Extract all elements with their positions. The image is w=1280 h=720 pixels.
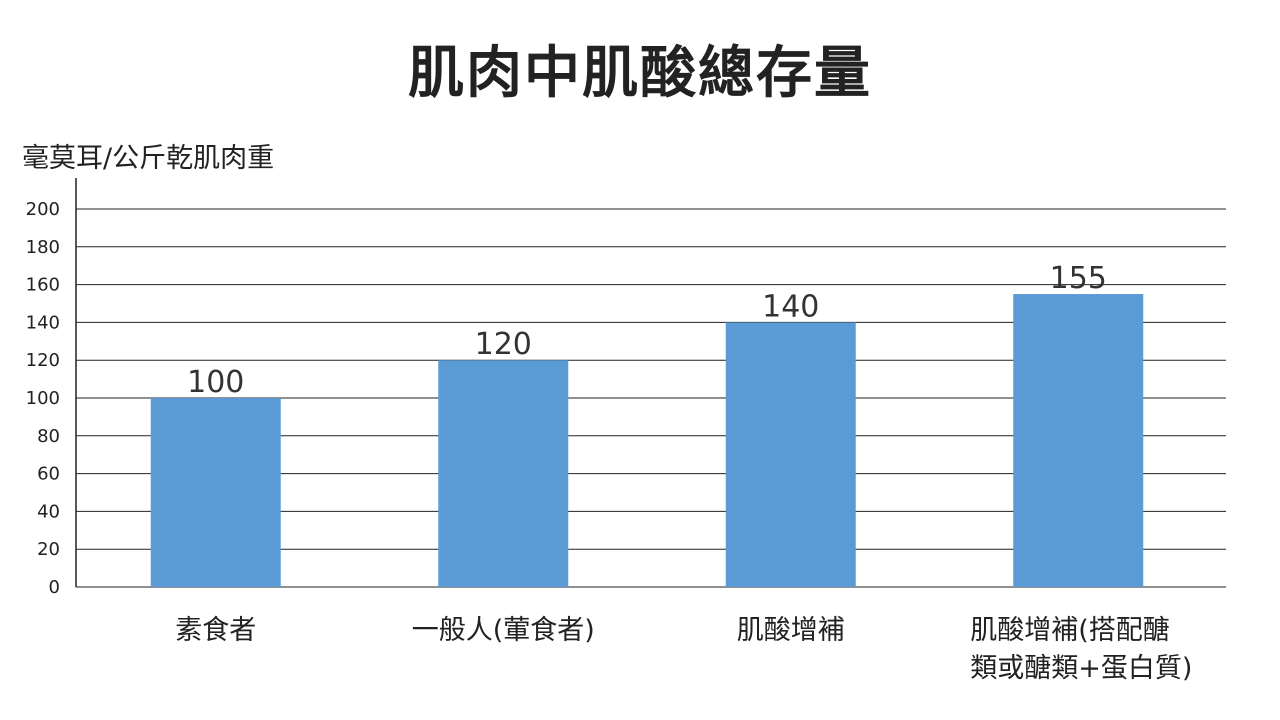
bars (150, 294, 1144, 587)
bar (438, 360, 569, 587)
y-tick-label: 80 (37, 426, 60, 447)
data-labels: 100 120 140 155 (187, 261, 1107, 400)
x-category-label-line: 肌酸增補(搭配醣 (970, 615, 1170, 646)
y-tick-label: 180 (26, 237, 60, 258)
y-tick-label: 100 (26, 388, 60, 409)
x-category-label-line: 一般人(葷食者) (411, 615, 595, 646)
x-category-label: 一般人(葷食者) (353, 612, 653, 650)
x-category-label-line: 素食者 (175, 615, 257, 646)
y-tick-label: 140 (26, 312, 60, 333)
bar (1013, 294, 1144, 587)
x-category-label-line: 類或醣類+蛋白質) (970, 653, 1193, 684)
x-category-label: 肌酸增補 (641, 612, 941, 650)
bar (150, 398, 281, 587)
data-label: 140 (762, 289, 819, 324)
data-label: 120 (475, 327, 532, 362)
y-axis-label: 毫莫耳/公斤乾肌肉重 (22, 143, 275, 174)
y-tick-label: 200 (26, 199, 60, 220)
y-tick-label: 20 (37, 539, 60, 560)
y-tick-label: 40 (37, 501, 60, 522)
chart-title: 肌肉中肌酸總存量 (408, 41, 872, 106)
data-label: 155 (1050, 261, 1107, 296)
y-tick-labels: 0 20 40 60 80 100 120 140 160 180 200 (26, 199, 60, 598)
y-tick-label: 120 (26, 350, 60, 371)
x-category-label-line: 肌酸增補 (736, 615, 845, 646)
y-tick-label: 160 (26, 275, 60, 296)
x-category-label: 肌酸增補(搭配醣 類或醣類+蛋白質) (970, 612, 1270, 688)
y-tick-label: 0 (49, 577, 60, 598)
bar (725, 322, 856, 587)
data-label: 100 (187, 365, 244, 400)
y-tick-label: 60 (37, 464, 60, 485)
x-category-label: 素食者 (66, 612, 366, 650)
